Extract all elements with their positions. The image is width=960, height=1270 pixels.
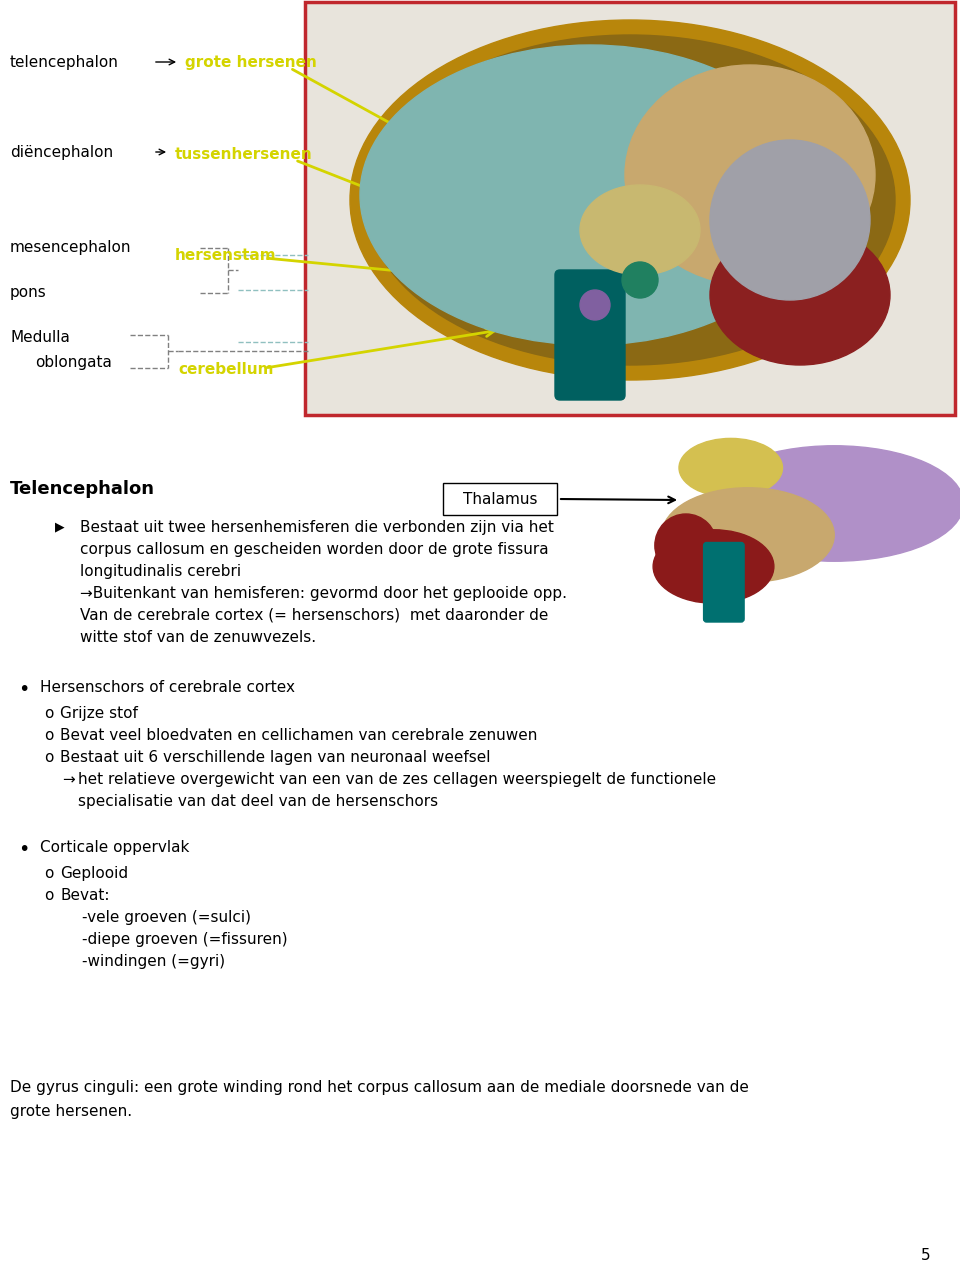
Text: →: → xyxy=(62,772,75,787)
Text: hersenstam: hersenstam xyxy=(175,248,276,263)
Text: •: • xyxy=(18,679,30,699)
Text: telencephalon: telencephalon xyxy=(10,55,119,70)
Text: longitudinalis cerebri: longitudinalis cerebri xyxy=(80,564,241,579)
Ellipse shape xyxy=(655,514,717,577)
Text: Bevat:: Bevat: xyxy=(60,888,109,903)
Text: -diepe groeven (=fissuren): -diepe groeven (=fissuren) xyxy=(82,932,288,947)
Text: specialisatie van dat deel van de hersenschors: specialisatie van dat deel van de hersen… xyxy=(78,794,438,809)
Ellipse shape xyxy=(360,44,820,345)
FancyBboxPatch shape xyxy=(704,542,744,622)
Text: Hersenschors of cerebrale cortex: Hersenschors of cerebrale cortex xyxy=(40,679,295,695)
Ellipse shape xyxy=(350,20,910,380)
Text: Van de cerebrale cortex (= hersenschors)  met daaronder de: Van de cerebrale cortex (= hersenschors)… xyxy=(80,608,548,624)
Text: tussenhersenen: tussenhersenen xyxy=(175,147,313,163)
Text: De gyrus cinguli: een grote winding rond het corpus callosum aan de mediale door: De gyrus cinguli: een grote winding rond… xyxy=(10,1080,749,1095)
Circle shape xyxy=(580,290,610,320)
Text: -vele groeven (=sulci): -vele groeven (=sulci) xyxy=(82,911,251,925)
Ellipse shape xyxy=(580,185,700,276)
Text: Grijze stof: Grijze stof xyxy=(60,706,138,721)
Text: o: o xyxy=(44,866,54,881)
Text: Bestaat uit twee hersenhemisferen die verbonden zijn via het: Bestaat uit twee hersenhemisferen die ve… xyxy=(80,519,554,535)
Ellipse shape xyxy=(653,530,774,603)
FancyBboxPatch shape xyxy=(305,3,955,415)
Text: Bestaat uit 6 verschillende lagen van neuronaal weefsel: Bestaat uit 6 verschillende lagen van ne… xyxy=(60,751,491,765)
Text: Medulla: Medulla xyxy=(10,330,70,345)
Text: ▶: ▶ xyxy=(55,519,64,533)
Text: cerebellum: cerebellum xyxy=(178,362,274,377)
Ellipse shape xyxy=(710,225,890,364)
Text: -windingen (=gyri): -windingen (=gyri) xyxy=(82,954,226,969)
Text: het relatieve overgewicht van een van de zes cellagen weerspiegelt de functionel: het relatieve overgewicht van een van de… xyxy=(78,772,716,787)
Text: mesencephalon: mesencephalon xyxy=(10,240,132,255)
Text: diëncephalon: diëncephalon xyxy=(10,145,113,160)
Circle shape xyxy=(622,262,658,298)
Text: grote hersenen.: grote hersenen. xyxy=(10,1104,132,1119)
Text: Telencephalon: Telencephalon xyxy=(10,480,155,498)
Text: 5: 5 xyxy=(921,1248,930,1262)
Text: Corticale oppervlak: Corticale oppervlak xyxy=(40,839,189,855)
Ellipse shape xyxy=(661,488,834,582)
Text: witte stof van de zenuwvezels.: witte stof van de zenuwvezels. xyxy=(80,630,316,645)
Text: grote hersenen: grote hersenen xyxy=(185,55,317,70)
FancyBboxPatch shape xyxy=(443,483,557,516)
Ellipse shape xyxy=(625,65,875,284)
Ellipse shape xyxy=(710,140,870,300)
FancyBboxPatch shape xyxy=(555,271,625,400)
Text: Geplooid: Geplooid xyxy=(60,866,128,881)
Text: oblongata: oblongata xyxy=(35,356,112,370)
Text: →Buitenkant van hemisferen: gevormd door het geplooide opp.: →Buitenkant van hemisferen: gevormd door… xyxy=(80,585,567,601)
Text: •: • xyxy=(18,839,30,859)
Ellipse shape xyxy=(679,438,782,497)
Text: o: o xyxy=(44,728,54,743)
Text: Thalamus: Thalamus xyxy=(463,491,538,507)
Text: o: o xyxy=(44,751,54,765)
Text: o: o xyxy=(44,706,54,721)
Text: Bevat veel bloedvaten en cellichamen van cerebrale zenuwen: Bevat veel bloedvaten en cellichamen van… xyxy=(60,728,538,743)
Text: corpus callosum en gescheiden worden door de grote fissura: corpus callosum en gescheiden worden doo… xyxy=(80,542,548,558)
Text: o: o xyxy=(44,888,54,903)
Ellipse shape xyxy=(365,36,895,364)
Ellipse shape xyxy=(705,446,960,561)
Text: pons: pons xyxy=(10,284,47,300)
